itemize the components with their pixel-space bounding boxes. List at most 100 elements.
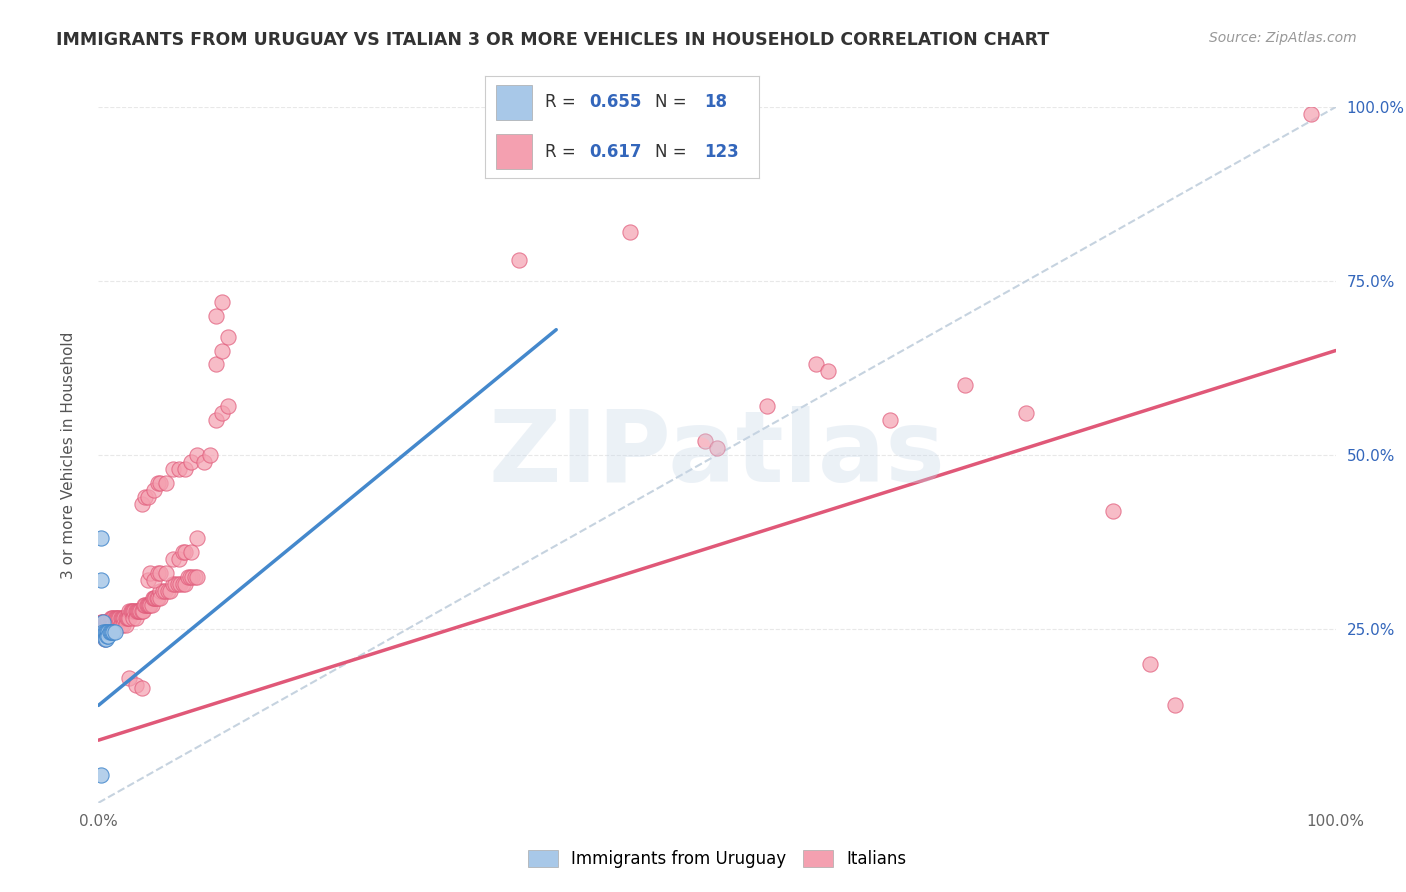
Point: [146, 566, 169, 581]
Point: [181, 570, 204, 584]
Point: [110, 611, 132, 625]
Point: [124, 611, 146, 625]
Point: [103, 618, 125, 632]
Point: [110, 618, 132, 632]
Point: [98, 618, 121, 632]
Point: [172, 576, 194, 591]
Point: [93, 615, 115, 629]
Bar: [496, 135, 531, 169]
Point: [91, 622, 114, 636]
Point: [193, 455, 215, 469]
Point: [90, 573, 112, 587]
Point: [91, 625, 114, 640]
Point: [96, 615, 118, 629]
Point: [100, 625, 122, 640]
Point: [879, 413, 901, 427]
Point: [136, 598, 159, 612]
Point: [97, 625, 120, 640]
Point: [174, 462, 197, 476]
Point: [162, 576, 184, 591]
Point: [211, 343, 233, 358]
Point: [124, 605, 146, 619]
Point: [217, 399, 239, 413]
Text: N =: N =: [655, 94, 692, 112]
Point: [107, 611, 129, 625]
Point: [94, 625, 117, 640]
Point: [104, 618, 127, 632]
Point: [145, 591, 167, 605]
Point: [129, 605, 152, 619]
Point: [186, 570, 208, 584]
Point: [105, 611, 128, 625]
Point: [953, 378, 976, 392]
Point: [128, 605, 150, 619]
Point: [706, 441, 728, 455]
Point: [184, 570, 207, 584]
Point: [136, 490, 159, 504]
Point: [93, 625, 115, 640]
Point: [93, 625, 115, 640]
Point: [121, 605, 143, 619]
Point: [131, 605, 153, 619]
Point: [755, 399, 778, 413]
Text: R =: R =: [546, 143, 582, 161]
Point: [693, 434, 716, 448]
Point: [508, 253, 530, 268]
Point: [97, 615, 120, 629]
Point: [124, 605, 146, 619]
Point: [138, 598, 160, 612]
Point: [118, 605, 141, 619]
Point: [98, 615, 121, 629]
Point: [91, 615, 114, 629]
Point: [143, 591, 166, 605]
Point: [124, 677, 146, 691]
Point: [817, 364, 839, 378]
Point: [1102, 503, 1125, 517]
Point: [155, 475, 177, 490]
Point: [180, 545, 202, 559]
Point: [142, 591, 165, 605]
Y-axis label: 3 or more Vehicles in Household: 3 or more Vehicles in Household: [62, 331, 76, 579]
Point: [155, 566, 177, 581]
Point: [101, 618, 124, 632]
Point: [105, 618, 128, 632]
Point: [132, 605, 155, 619]
Point: [134, 598, 156, 612]
Point: [149, 583, 172, 598]
Point: [166, 576, 188, 591]
Point: [93, 618, 115, 632]
Point: [1139, 657, 1161, 671]
Point: [117, 611, 139, 625]
Point: [96, 618, 118, 632]
Point: [169, 576, 191, 591]
Point: [149, 566, 172, 581]
Point: [186, 532, 208, 546]
Point: [103, 625, 125, 640]
Point: [104, 611, 127, 625]
Point: [131, 497, 153, 511]
Point: [101, 611, 124, 625]
Point: [93, 615, 115, 629]
Point: [156, 583, 179, 598]
Text: 0.655: 0.655: [589, 94, 641, 112]
Point: [112, 611, 135, 625]
Text: ZIPatlas: ZIPatlas: [489, 407, 945, 503]
Text: 0.617: 0.617: [589, 143, 641, 161]
Text: 18: 18: [704, 94, 727, 112]
Point: [103, 611, 125, 625]
Point: [94, 618, 117, 632]
Point: [167, 462, 190, 476]
Point: [135, 598, 157, 612]
Point: [98, 625, 121, 640]
Point: [134, 490, 156, 504]
Point: [165, 576, 187, 591]
Point: [131, 681, 153, 695]
Point: [100, 625, 122, 640]
Point: [172, 545, 194, 559]
Point: [103, 618, 125, 632]
Point: [167, 552, 190, 566]
Point: [198, 448, 221, 462]
Point: [155, 583, 177, 598]
Point: [139, 566, 162, 581]
Point: [143, 483, 166, 497]
